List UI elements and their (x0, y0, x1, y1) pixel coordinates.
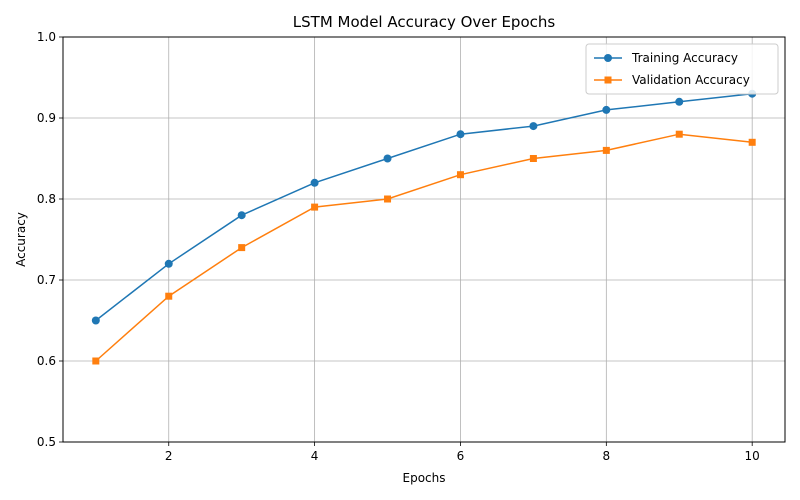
y-tick-label: 0.6 (37, 354, 56, 368)
plot-frame (62, 36, 786, 443)
data-point (529, 122, 538, 131)
data-point (310, 178, 319, 187)
y-tick-label: 0.8 (37, 192, 56, 206)
x-tick-label: 4 (311, 449, 319, 463)
data-point (383, 154, 392, 163)
data-point (456, 130, 465, 139)
x-tick-label: 8 (603, 449, 611, 463)
data-point (602, 146, 610, 154)
data-point (384, 195, 392, 203)
data-point (91, 316, 100, 325)
series-line (95, 133, 753, 362)
data-point (92, 357, 100, 365)
data-point (675, 97, 684, 106)
series-layer (91, 89, 757, 365)
data-point (165, 292, 173, 300)
data-point (748, 138, 756, 146)
data-point (164, 259, 173, 268)
y-tick-label: 0.9 (37, 111, 56, 125)
data-point (602, 105, 611, 114)
legend-item: Validation Accuracy (594, 73, 750, 87)
data-point (311, 203, 319, 211)
y-axis-title: Accuracy (14, 212, 28, 267)
data-point (529, 155, 537, 162)
x-tick-label: 10 (745, 449, 760, 463)
x-tick-label: 6 (457, 449, 465, 463)
data-point (456, 171, 464, 179)
y-tick-label: 0.5 (37, 435, 56, 449)
legend: Training Accuracy Validation Accuracy (585, 43, 779, 95)
data-point (237, 211, 246, 220)
legend-marker (604, 54, 612, 62)
x-axis-title: Epochs (403, 471, 446, 485)
y-tick-label: 1.0 (37, 30, 56, 44)
data-point (238, 244, 246, 252)
chart-title: LSTM Model Accuracy Over Epochs (293, 13, 556, 31)
y-tick-label: 0.7 (37, 273, 56, 287)
legend-marker (604, 76, 612, 84)
legend-box (585, 43, 779, 95)
legend-label: Training Accuracy (631, 51, 738, 65)
x-tick-label: 2 (165, 449, 173, 463)
data-point (675, 130, 683, 138)
legend-label: Validation Accuracy (632, 73, 750, 87)
series-validation-accuracy (92, 130, 756, 365)
axis-ticks: 2 4 6 8 10 0.5 0.6 0.7 0.8 0.9 1.0 (37, 30, 760, 463)
legend-item: Training Accuracy (594, 51, 738, 65)
series-line (95, 92, 753, 322)
